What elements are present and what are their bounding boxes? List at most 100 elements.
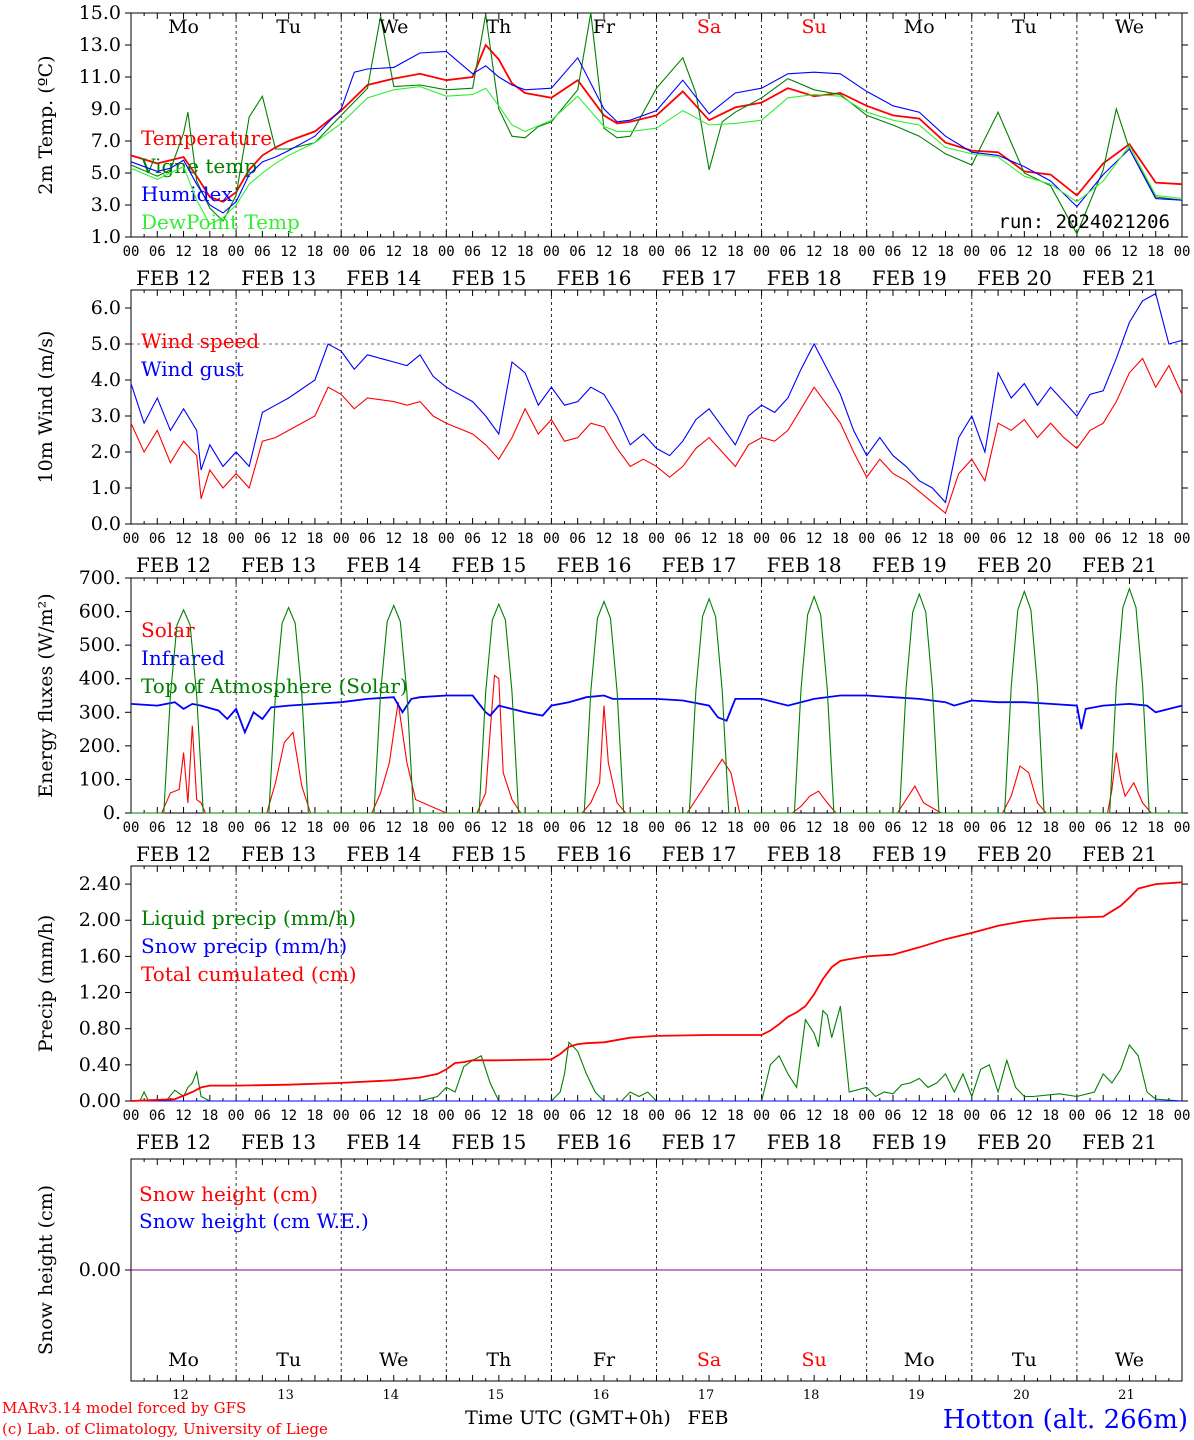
hour-tick-label: 00 (963, 531, 980, 547)
date-label: FEB 20 (977, 1130, 1052, 1154)
temp-series-line (130, 86, 1183, 225)
date-label: FEB 15 (451, 1130, 526, 1154)
hour-tick-label: 18 (727, 531, 744, 547)
energy-series-line (131, 674, 1182, 814)
day-number-label: 21 (1118, 1388, 1135, 1403)
hour-tick-label: 18 (517, 1108, 534, 1124)
date-label: FEB 12 (136, 842, 211, 866)
hour-tick-label: 00 (648, 820, 665, 836)
hour-tick-label: 18 (622, 244, 639, 260)
hour-tick-label: 12 (596, 820, 613, 836)
hour-tick-label: 06 (569, 531, 586, 547)
hour-tick-label: 06 (254, 820, 271, 836)
y-tick-label: 0.40 (79, 1054, 121, 1076)
y-tick-label: 100. (79, 768, 121, 790)
y-tick-label: 0.00 (79, 1259, 121, 1281)
run-label: run: 2024021206 (998, 211, 1170, 233)
energy-series-line (130, 694, 1183, 735)
hour-tick-label: 18 (1147, 244, 1164, 260)
hour-tick-label: 12 (385, 820, 402, 836)
hour-tick-label: 06 (885, 820, 902, 836)
hour-tick-label: 18 (412, 244, 429, 260)
y-tick-label: 1.0 (91, 226, 121, 248)
date-label: FEB 14 (346, 842, 421, 866)
hour-tick-label: 06 (359, 244, 376, 260)
hour-tick-label: 06 (254, 1108, 271, 1124)
hour-tick-label: 18 (1147, 1108, 1164, 1124)
energy-panel: 0. 100. 200. 300. 400. 500. 600. 700. Energy flu… (35, 567, 1190, 866)
hour-tick-label: 12 (1121, 820, 1138, 836)
day-number-label: 14 (382, 1388, 399, 1403)
hour-tick-label: 06 (885, 244, 902, 260)
hour-tick-label: 06 (569, 820, 586, 836)
legend-entry: Total cumulated (cm) (141, 962, 357, 986)
hour-tick-label: 06 (779, 244, 796, 260)
hour-tick-label: 12 (280, 244, 297, 260)
precip-panel: 0.00 0.40 0.80 1.20 1.60 2.00 2.40 Precip (mm/h… (35, 865, 1190, 1154)
hour-tick-label: 06 (674, 1108, 691, 1124)
hour-tick-label: 00 (1068, 531, 1085, 547)
hour-tick-label: 12 (1121, 1108, 1138, 1124)
hour-tick-label: 00 (333, 244, 350, 260)
precip-y-axis-label: Precip (mm/h) (35, 915, 57, 1053)
hour-tick-label: 12 (175, 531, 192, 547)
legend-entry: Top of Atmosphere (Solar) (141, 674, 408, 698)
y-tick-label: 500. (79, 634, 121, 656)
hour-tick-label: 12 (911, 531, 928, 547)
hour-tick-label: 12 (911, 820, 928, 836)
hour-tick-label: 06 (674, 820, 691, 836)
date-label: FEB 20 (977, 553, 1052, 577)
y-tick-label: 11.0 (79, 66, 121, 88)
hour-tick-label: 12 (385, 1108, 402, 1124)
date-label: FEB 12 (136, 1130, 211, 1154)
hour-tick-label: 00 (228, 1108, 245, 1124)
date-label: FEB 16 (556, 842, 631, 866)
day-number-label: 19 (908, 1388, 925, 1403)
y-tick-label: 4.0 (91, 369, 121, 391)
station-label: Hotton (alt. 266m) (943, 1405, 1188, 1435)
hour-tick-label: 06 (359, 1108, 376, 1124)
hour-tick-label: 12 (1121, 531, 1138, 547)
hour-tick-label: 18 (727, 1108, 744, 1124)
hour-tick-label: 00 (438, 531, 455, 547)
x-axis-label: Time UTC (GMT+0h) (465, 1407, 671, 1429)
hour-tick-label: 00 (1174, 244, 1191, 260)
hour-tick-label: 12 (175, 820, 192, 836)
legend-entry: Temperature (141, 126, 272, 150)
date-label: FEB 14 (346, 553, 421, 577)
hour-tick-label: 00 (1174, 531, 1191, 547)
hour-tick-label: 18 (201, 244, 218, 260)
y-tick-label: 1.0 (91, 477, 121, 499)
hour-tick-label: 00 (438, 1108, 455, 1124)
hour-tick-label: 06 (779, 1108, 796, 1124)
hour-tick-label: 18 (622, 1108, 639, 1124)
y-tick-label: 3.0 (91, 405, 121, 427)
weekday-label: Su (802, 1349, 827, 1371)
date-label: FEB 14 (346, 1130, 421, 1154)
hour-tick-label: 18 (832, 531, 849, 547)
hour-tick-label: 00 (438, 244, 455, 260)
y-tick-label: 3.0 (91, 194, 121, 216)
day-number-label: 17 (698, 1388, 715, 1403)
hour-tick-label: 00 (543, 820, 560, 836)
weekday-label: Mo (168, 1349, 199, 1371)
weekday-label: Th (486, 16, 511, 38)
y-tick-label: 9.0 (91, 98, 121, 120)
date-label: FEB 20 (977, 266, 1052, 290)
hour-tick-label: 12 (280, 531, 297, 547)
hour-tick-label: 06 (464, 244, 481, 260)
weekday-label: Mo (904, 16, 935, 38)
legend-entry: Humidex (141, 182, 233, 206)
month-label: FEB (687, 1407, 728, 1429)
hour-tick-label: 18 (517, 820, 534, 836)
hour-tick-label: 18 (1042, 820, 1059, 836)
date-label: FEB 17 (662, 266, 737, 290)
hour-tick-label: 12 (701, 531, 718, 547)
hour-tick-label: 00 (123, 1108, 140, 1124)
hour-tick-label: 12 (701, 820, 718, 836)
hour-tick-label: 00 (228, 531, 245, 547)
hour-tick-label: 18 (201, 531, 218, 547)
weekday-label: Sa (697, 16, 721, 38)
y-tick-label: 7.0 (91, 130, 121, 152)
date-label: FEB 21 (1082, 842, 1157, 866)
